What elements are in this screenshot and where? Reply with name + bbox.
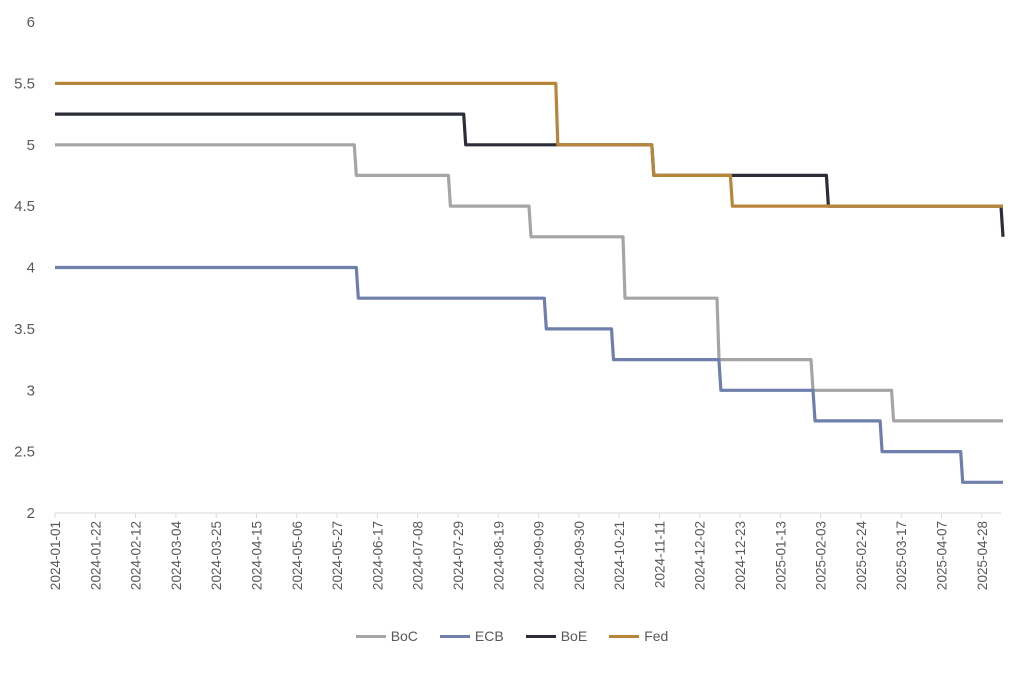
x-tick-label: 2024-09-09	[532, 521, 547, 590]
legend-label: Fed	[644, 628, 669, 644]
x-tick-label: 2024-09-30	[572, 521, 587, 590]
legend-item-boe: BoE	[525, 628, 588, 644]
x-tick-label: 2024-05-06	[290, 521, 305, 590]
x-tick-label: 2024-12-02	[693, 521, 708, 590]
legend-label: BoE	[560, 628, 588, 644]
x-tick-label: 2024-06-17	[370, 521, 385, 590]
x-tick-label: 2024-12-23	[733, 521, 748, 590]
y-tick-label: 6	[27, 14, 35, 31]
x-tick-label: 2024-02-12	[129, 521, 144, 590]
x-axis-ticks: 2024-01-01 2024-01-22 2024-02-12 2024-03-04…	[48, 513, 990, 590]
x-tick-label: 2025-02-24	[854, 521, 869, 591]
y-tick-label: 3.5	[14, 321, 35, 338]
y-tick-label: 4.5	[14, 198, 35, 215]
x-tick-label: 2024-01-01	[48, 521, 63, 590]
legend-item-ecb: ECB	[439, 628, 504, 644]
x-tick-label: 2024-07-29	[451, 521, 466, 590]
series-line-ecb	[55, 265, 1003, 484]
y-tick-label: 4	[27, 260, 35, 277]
y-tick-label: 5.5	[14, 75, 35, 92]
x-tick-label: 2024-03-25	[209, 521, 224, 590]
series-line-boc	[55, 143, 1003, 423]
x-tick-label: 2024-05-27	[330, 521, 345, 590]
y-axis-ticks: 2 2.5 3 3.5 4 4.5 5 5.5 6	[14, 14, 35, 522]
x-tick-label: 2025-01-13	[773, 521, 788, 590]
x-tick-label: 2024-07-08	[411, 521, 426, 590]
legend-item-boc: BoC	[355, 628, 418, 644]
x-tick-label: 2025-02-03	[814, 521, 829, 590]
legend-label: ECB	[474, 628, 504, 644]
x-tick-label: 2024-04-15	[249, 521, 264, 590]
y-tick-label: 5	[27, 137, 35, 154]
legend-swatch	[609, 634, 640, 638]
legend-swatch	[525, 634, 556, 638]
x-tick-label: 2024-03-04	[169, 521, 184, 591]
x-tick-label: 2024-11-11	[652, 521, 667, 588]
x-tick-label: 2025-03-17	[894, 521, 909, 590]
y-tick-label: 2	[27, 505, 35, 522]
legend-swatch	[355, 634, 386, 638]
series-lines	[55, 81, 1005, 484]
legend: BoC ECB BoE Fed	[0, 628, 1024, 644]
series-line-fed	[55, 81, 1003, 208]
legend-swatch	[439, 634, 470, 638]
legend-item-fed: Fed	[609, 628, 668, 644]
legend-label: BoC	[390, 628, 418, 644]
x-tick-label: 2025-04-07	[935, 521, 950, 590]
x-tick-label: 2025-04-28	[975, 521, 990, 590]
x-tick-label: 2024-08-19	[491, 521, 506, 590]
y-tick-label: 3	[27, 382, 35, 399]
x-tick-label: 2024-10-21	[612, 521, 627, 590]
x-tick-label: 2024-01-22	[88, 521, 103, 590]
y-tick-label: 2.5	[14, 444, 35, 461]
